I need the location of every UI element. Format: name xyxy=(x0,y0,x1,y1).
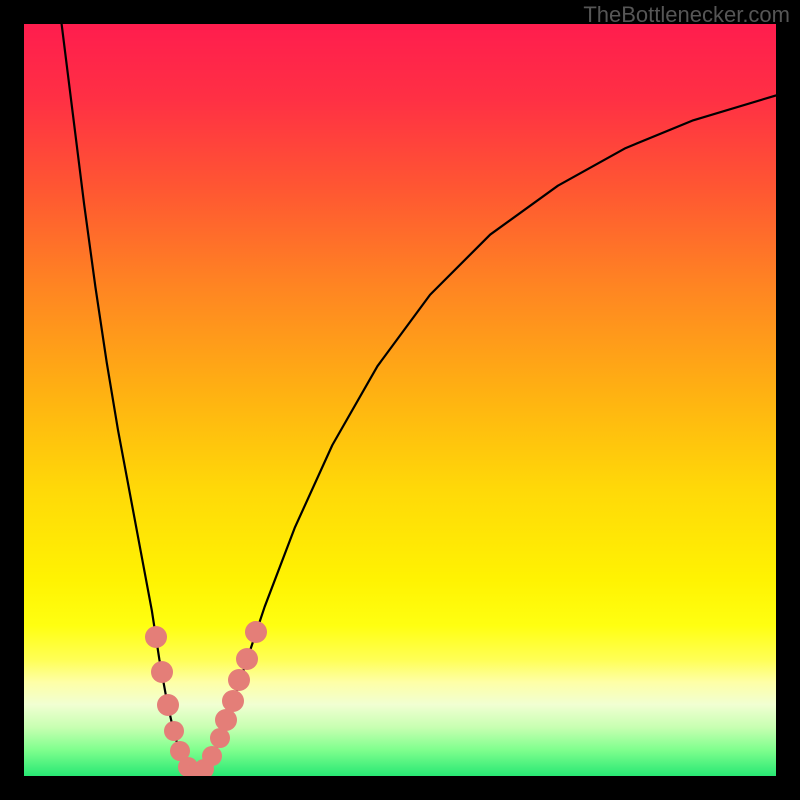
data-marker xyxy=(245,621,267,643)
v-curve xyxy=(62,24,776,775)
data-marker xyxy=(151,661,173,683)
watermark-text: TheBottlenecker.com xyxy=(583,2,790,28)
data-marker xyxy=(145,626,167,648)
data-marker xyxy=(215,709,237,731)
data-marker xyxy=(228,669,250,691)
data-marker xyxy=(202,746,222,766)
data-marker xyxy=(236,648,258,670)
curve-layer xyxy=(24,24,776,776)
data-marker xyxy=(164,721,184,741)
data-marker xyxy=(222,690,244,712)
data-marker xyxy=(210,728,230,748)
data-marker xyxy=(157,694,179,716)
plot-area xyxy=(24,24,776,776)
